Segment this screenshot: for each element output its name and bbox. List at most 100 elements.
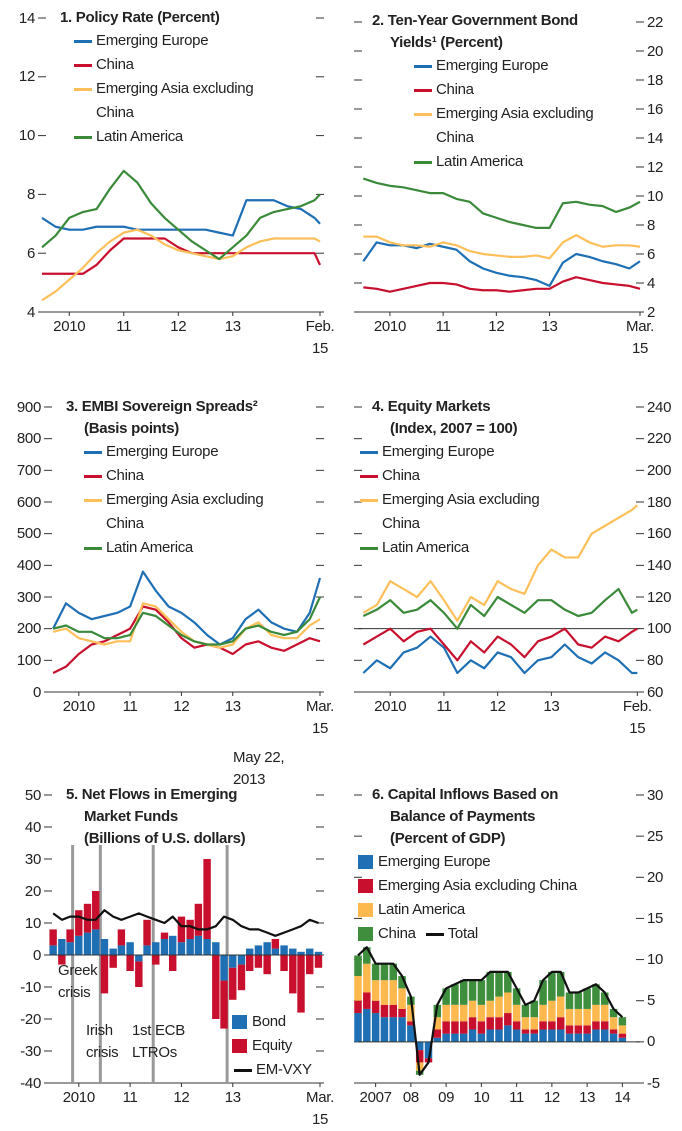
bar-segment: [530, 1029, 538, 1034]
bar-segment: [618, 1017, 627, 1026]
bar-segment: [451, 1021, 459, 1034]
bar-segment: [407, 1004, 415, 1022]
bar-segment: [609, 1029, 618, 1034]
y-tick-label: 500: [16, 525, 41, 543]
legend-swatch: [358, 440, 382, 464]
event-label: 1st ECB LTROs: [132, 1022, 185, 1061]
y-tick-label: 900: [16, 398, 41, 416]
series-line: [52, 909, 319, 937]
legend-key: [358, 855, 373, 869]
y-tick-label: 0: [32, 683, 41, 701]
bar-segment: [574, 1008, 583, 1026]
bar-segment: [380, 963, 389, 981]
legend-item: China: [358, 922, 416, 946]
legend-label: Latin America: [382, 539, 469, 556]
y-tick-label: 100: [647, 620, 672, 638]
legend-label: Bond: [252, 1013, 286, 1030]
bar-segment: [468, 1029, 477, 1042]
legend-key: [74, 64, 92, 67]
legend-label: Emerging Europe: [378, 853, 491, 870]
bar-segment: [220, 955, 228, 981]
series-line: [41, 228, 321, 302]
bar-segment: [512, 988, 521, 1005]
bar-segment: [512, 1021, 521, 1030]
bar-segment: [263, 942, 271, 955]
bar-segment: [203, 859, 211, 939]
bar-segment: [618, 1033, 627, 1038]
y-tick-label: 8: [647, 216, 656, 234]
bar-segment: [565, 1008, 574, 1026]
bar-segment: [407, 1025, 415, 1042]
bar-segment: [169, 955, 177, 971]
x-tick-label: 13: [224, 698, 241, 715]
series-line: [362, 587, 638, 630]
bar-segment: [451, 1033, 459, 1042]
legend-item: Total: [424, 922, 478, 946]
legend-item: Latin America: [82, 536, 300, 560]
legend-label: Total: [447, 925, 478, 942]
legend-key: [74, 40, 92, 43]
bar-segment: [460, 1033, 468, 1042]
legend-key: [84, 475, 102, 478]
legend-item: Latin America: [72, 125, 290, 149]
legend-key: [84, 499, 102, 502]
y-tick-label: -20: [20, 1010, 41, 1028]
series-line: [357, 946, 624, 1076]
legend-item: Emerging Asia excluding China: [82, 488, 300, 536]
y-tick-label: 220: [647, 430, 672, 448]
legend-item: China: [72, 53, 290, 77]
chart-title: 1. Policy Rate (Percent): [60, 9, 220, 26]
legend-swatch: [358, 850, 378, 874]
bar-segment: [83, 903, 92, 933]
bar-segment: [186, 939, 194, 955]
x-tick-label: 12: [543, 1089, 560, 1106]
legend-key: [358, 927, 373, 941]
y-tick-label: 0: [647, 1033, 656, 1051]
bar-segment: [433, 1029, 442, 1038]
legend-swatch: [412, 54, 436, 78]
bar-segment: [451, 984, 459, 1005]
bar-segment: [380, 1017, 389, 1042]
legend-item: Emerging Europe: [72, 29, 290, 53]
legend-label: Emerging Europe: [96, 32, 209, 49]
bar-segment: [363, 947, 371, 964]
legend-item: Emerging Europe: [358, 850, 648, 874]
legend-item: Emerging Asia excluding China: [358, 874, 648, 898]
y-tick-label: -10: [20, 978, 41, 996]
legend-swatch: [82, 488, 106, 512]
legend-key: [360, 499, 378, 502]
bar-segment: [583, 1033, 591, 1042]
bar-segment: [254, 945, 263, 955]
bar-segment: [565, 1033, 574, 1042]
bar-segment: [289, 955, 297, 994]
legend-label: Emerging Europe: [382, 443, 495, 460]
bar-segment: [460, 980, 468, 1005]
bar-segment: [135, 955, 143, 962]
y-tick-label: 4: [26, 303, 35, 321]
legend-item: China: [412, 78, 630, 102]
y-tick-label: 300: [16, 588, 41, 606]
panel-header: 6. Capital Inflows Based on Balance of P…: [358, 784, 644, 952]
bar-segment: [371, 980, 380, 1001]
panel-header: 4. Equity Markets (Index, 2007 = 100) Eme…: [360, 396, 634, 560]
legend-key: [232, 1015, 247, 1029]
y-tick-label: -5: [647, 1074, 660, 1092]
bar-segment: [58, 955, 66, 965]
bar-segment: [521, 1029, 530, 1034]
legend-swatch: [412, 78, 436, 102]
series-line: [362, 627, 638, 662]
bar-segment: [263, 955, 271, 975]
series-line: [363, 234, 641, 260]
y-tick-label: 40: [24, 818, 41, 836]
bar-segment: [521, 1004, 530, 1018]
bar-segment: [530, 1033, 538, 1042]
bar-segment: [371, 963, 380, 981]
legend-key: [74, 136, 92, 139]
legend-item: Emerging Europe: [82, 440, 300, 464]
legend-swatch: [72, 29, 96, 53]
bar-segment: [271, 939, 280, 949]
bar-segment: [314, 955, 323, 968]
x-tick-label: 11: [435, 318, 451, 335]
bar-segment: [66, 942, 74, 955]
y-tick-label: 200: [16, 620, 41, 638]
